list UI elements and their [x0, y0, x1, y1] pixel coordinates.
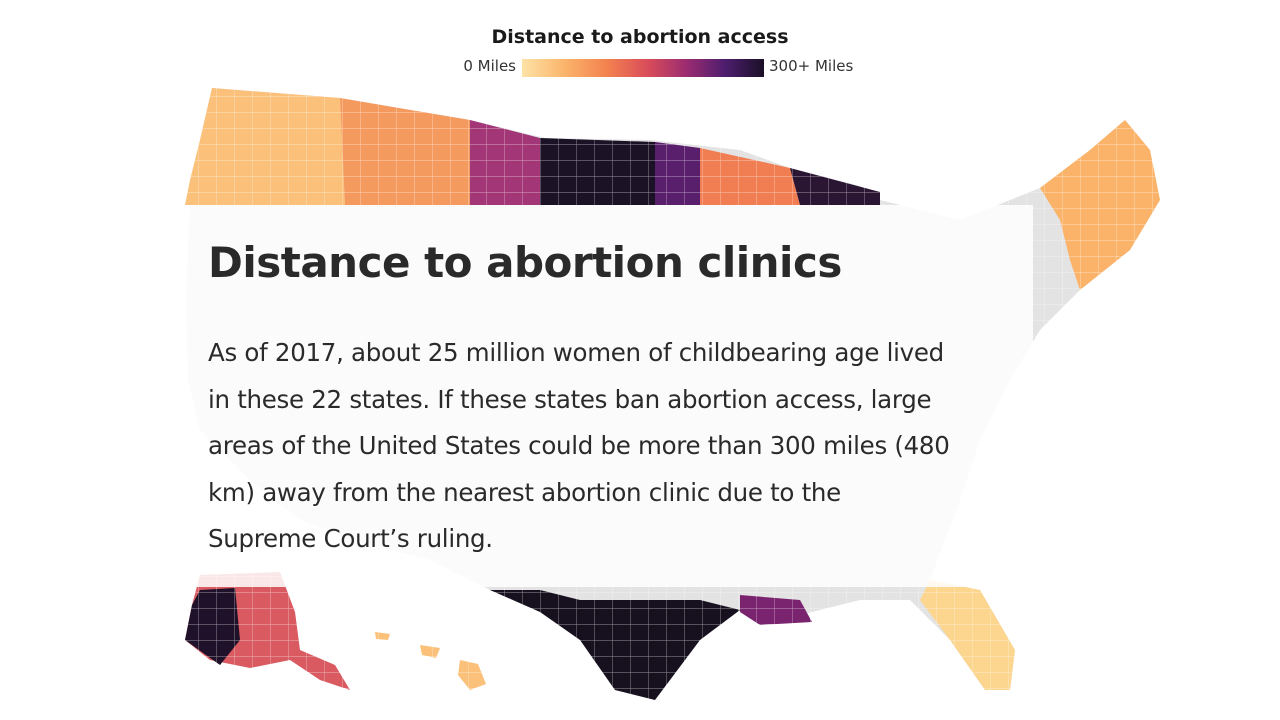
card-body-line: in these 22 states. If these states ban …	[208, 384, 932, 414]
card-body-line: km) away from the nearest abortion clini…	[208, 477, 841, 507]
legend-gradient-bar	[522, 59, 764, 77]
legend-min-label: 0 Miles	[463, 57, 516, 75]
legend-title: Distance to abortion access	[491, 26, 789, 48]
card-title: Distance to abortion clinics	[208, 238, 842, 287]
color-legend: 0 Miles 300+ Miles	[0, 56, 1280, 78]
card-body-line: Supreme Court’s ruling.	[208, 524, 493, 553]
card-body-line: areas of the United States could be more…	[208, 431, 950, 460]
legend-max-label: 300+ Miles	[769, 57, 854, 75]
card-body-line: As of 2017, about 25 million women of ch…	[208, 338, 944, 367]
card-body: As of 2017, about 25 million women of ch…	[208, 330, 1028, 563]
info-card	[183, 205, 1033, 587]
